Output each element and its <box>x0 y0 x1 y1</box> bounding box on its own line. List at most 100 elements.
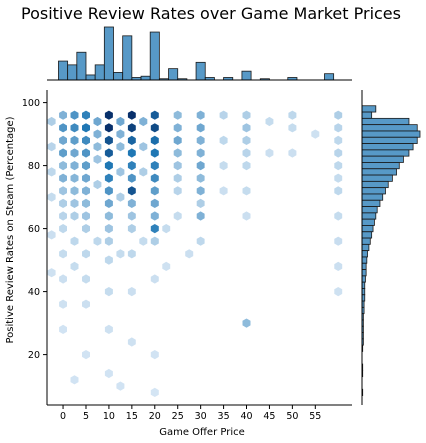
rate-bar-14 <box>361 193 384 201</box>
hexbin-7 <box>104 198 113 208</box>
rate-bar-22 <box>361 243 370 252</box>
price-bar-1 <box>67 64 78 81</box>
hexbin-68 <box>59 186 67 196</box>
hexbin-99 <box>196 123 205 133</box>
x-tick-label: 30 <box>195 411 207 422</box>
x-axis-label: Game Offer Price <box>159 427 245 438</box>
hexbin-48 <box>93 142 102 152</box>
rate-bar-26 <box>361 269 367 277</box>
hexbin-113 <box>242 123 251 133</box>
hexbin-89 <box>139 167 148 177</box>
hexbin-109 <box>219 135 228 145</box>
hexbin-132 <box>334 186 343 196</box>
hexbin-45 <box>82 274 90 284</box>
hexbin-154 <box>162 261 171 271</box>
hexbin-17 <box>127 173 136 183</box>
hexbin-133 <box>334 211 343 221</box>
hexbin-112 <box>242 110 251 120</box>
hexbin-30 <box>150 198 159 208</box>
hexbin-42 <box>82 211 90 221</box>
hexbin-9 <box>104 224 113 234</box>
axes: 0 5 10 15 20 25 30 35 40 45 50 55 20 40 60 80 100 <box>22 90 352 422</box>
hexbin-105 <box>196 198 205 208</box>
hexbin-26 <box>150 148 159 158</box>
hexbin-139 <box>150 274 159 284</box>
price-bar-14 <box>195 61 206 81</box>
hexbin-19 <box>127 198 136 208</box>
hexbin-104 <box>196 186 205 196</box>
hexbin-27 <box>150 161 159 171</box>
hexbin-123 <box>288 123 297 133</box>
rate-bar-10 <box>361 168 397 176</box>
hexbin-50 <box>93 179 102 190</box>
price-bar-10 <box>149 31 160 81</box>
rate-bar-23 <box>361 250 368 258</box>
rate-bar-2 <box>361 117 410 126</box>
hexbin-60 <box>70 236 79 246</box>
hexbin-143 <box>150 350 159 360</box>
hexbin-47 <box>93 129 102 139</box>
hexbin-86 <box>116 192 125 202</box>
y-tick-label: 40 <box>28 287 40 298</box>
hexbin-38 <box>82 161 90 171</box>
hexbin-3 <box>104 148 113 158</box>
hexbin-137 <box>104 287 113 297</box>
hexbin-84 <box>116 142 125 152</box>
x-tick-label: 55 <box>309 411 321 422</box>
hexbin-31 <box>150 211 159 221</box>
hexbin-136 <box>334 287 343 297</box>
hexbin-140 <box>82 299 90 309</box>
hexbin-118 <box>242 211 251 221</box>
hexbin-94 <box>173 161 182 171</box>
rate-bar-6 <box>361 143 414 151</box>
hexbin-61 <box>70 261 79 271</box>
hexbin-44 <box>82 249 90 259</box>
hexbin-91 <box>173 123 182 133</box>
x-tick-label: 5 <box>83 411 89 422</box>
rate-bar-9 <box>361 162 400 170</box>
rate-bar-4 <box>361 130 421 138</box>
rate-bar-7 <box>361 149 410 157</box>
hexbin-98 <box>196 110 205 120</box>
hexbin-149 <box>93 236 102 246</box>
x-tick-label: 25 <box>172 411 184 422</box>
hexbin-124 <box>288 148 297 158</box>
hexbin-29 <box>150 186 159 196</box>
hexbin-35 <box>82 123 90 133</box>
hexbin-152 <box>162 224 171 234</box>
rate-bar-15 <box>361 199 381 207</box>
rate-bar-5 <box>361 136 418 144</box>
hexbin-1 <box>104 123 113 133</box>
hexbin-64 <box>59 135 67 145</box>
hexbin-138 <box>127 287 136 297</box>
hexbin-135 <box>334 261 343 271</box>
hexbin-2 <box>104 135 113 145</box>
rate-bar-20 <box>361 231 373 239</box>
hexbin-57 <box>70 186 79 196</box>
x-tick-label: 45 <box>263 411 275 422</box>
hexbin-18 <box>127 186 136 196</box>
hexbin-5 <box>104 173 113 183</box>
price-bar-3 <box>85 74 96 81</box>
hexbin-114 <box>242 135 251 145</box>
rate-histogram <box>361 90 421 405</box>
hexbin-4 <box>104 161 113 171</box>
hexbin-52 <box>70 123 79 133</box>
hexbin-54 <box>70 148 79 158</box>
price-bar-20 <box>324 73 335 81</box>
hexbin-129 <box>334 148 343 158</box>
hexbin-75 <box>59 324 67 334</box>
hexbin-79 <box>47 192 56 202</box>
hexbin-120 <box>265 116 274 127</box>
price-bar-7 <box>122 35 133 81</box>
hexbin-14 <box>127 135 136 145</box>
hexbin-92 <box>173 135 182 145</box>
hexbin-107 <box>196 236 205 246</box>
hexbin-16 <box>127 161 136 171</box>
price-bar-0 <box>58 60 69 81</box>
hexbin-125 <box>311 129 320 139</box>
hexbin-21 <box>127 224 136 234</box>
hexbin-62 <box>59 110 67 120</box>
hexbin-145 <box>82 350 90 360</box>
hexbin-130 <box>334 161 343 171</box>
